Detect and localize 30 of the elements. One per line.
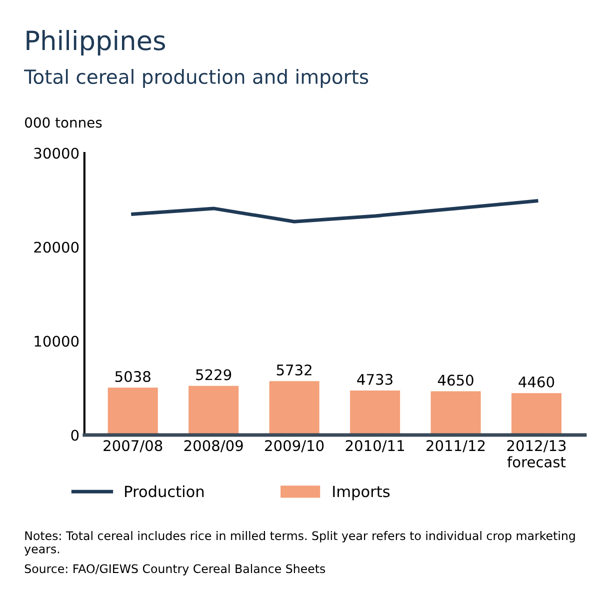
y-tick-label: 30000 <box>34 148 79 159</box>
bar <box>108 388 158 435</box>
y-tick-label: 0 <box>71 430 79 441</box>
text: Notes: Total cereal includes rice in milled terms. Split year refers to individual crop marketing years. <box>24 531 575 556</box>
bar <box>511 393 562 435</box>
x-tick-label: 2009/10 <box>265 440 324 452</box>
chart-subtitle: Total cereal production and imports <box>24 69 368 88</box>
data-label: 5732 <box>276 364 312 376</box>
x-tick-label: 2008/09 <box>184 440 243 452</box>
y-tick-label: 20000 <box>34 242 79 253</box>
data-label: 5229 <box>196 369 232 380</box>
y-axis-title: 000 tonnes <box>25 117 102 128</box>
data-label: 5038 <box>115 371 150 382</box>
x-tick-label: 2010/11 <box>346 440 404 452</box>
bar <box>430 391 481 435</box>
bar <box>350 390 400 435</box>
legend-label: Production <box>125 485 204 498</box>
data-label: 4460 <box>518 376 554 388</box>
source-note: Source: FAO/GIEWS Country Cereal Balance Sheets <box>24 564 326 576</box>
data-label: 4650 <box>438 374 474 386</box>
x-tick-label: 2012/13 forecast <box>507 440 566 468</box>
chart-title: Philippines <box>26 30 166 56</box>
bar <box>269 381 320 435</box>
x-tick-label: 2007/08 <box>104 440 162 452</box>
legend-label: Imports <box>333 486 390 500</box>
bar <box>188 386 239 435</box>
y-tick-label: 10000 <box>34 336 79 347</box>
data-label: 4733 <box>357 374 392 385</box>
x-tick-label: 2011/12 <box>426 440 485 452</box>
line-series <box>131 199 538 224</box>
